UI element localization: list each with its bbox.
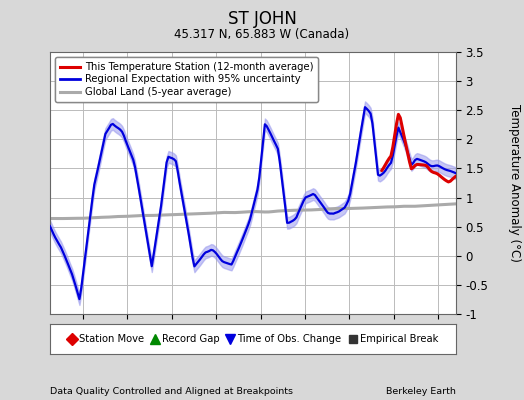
- Text: 45.317 N, 65.883 W (Canada): 45.317 N, 65.883 W (Canada): [174, 28, 350, 41]
- Text: Berkeley Earth: Berkeley Earth: [386, 387, 456, 396]
- Legend: Station Move, Record Gap, Time of Obs. Change, Empirical Break: Station Move, Record Gap, Time of Obs. C…: [66, 332, 440, 346]
- Y-axis label: Temperature Anomaly (°C): Temperature Anomaly (°C): [508, 104, 521, 262]
- Legend: This Temperature Station (12-month average), Regional Expectation with 95% uncer: This Temperature Station (12-month avera…: [55, 57, 318, 102]
- Text: Data Quality Controlled and Aligned at Breakpoints: Data Quality Controlled and Aligned at B…: [50, 387, 293, 396]
- Text: ST JOHN: ST JOHN: [227, 10, 297, 28]
